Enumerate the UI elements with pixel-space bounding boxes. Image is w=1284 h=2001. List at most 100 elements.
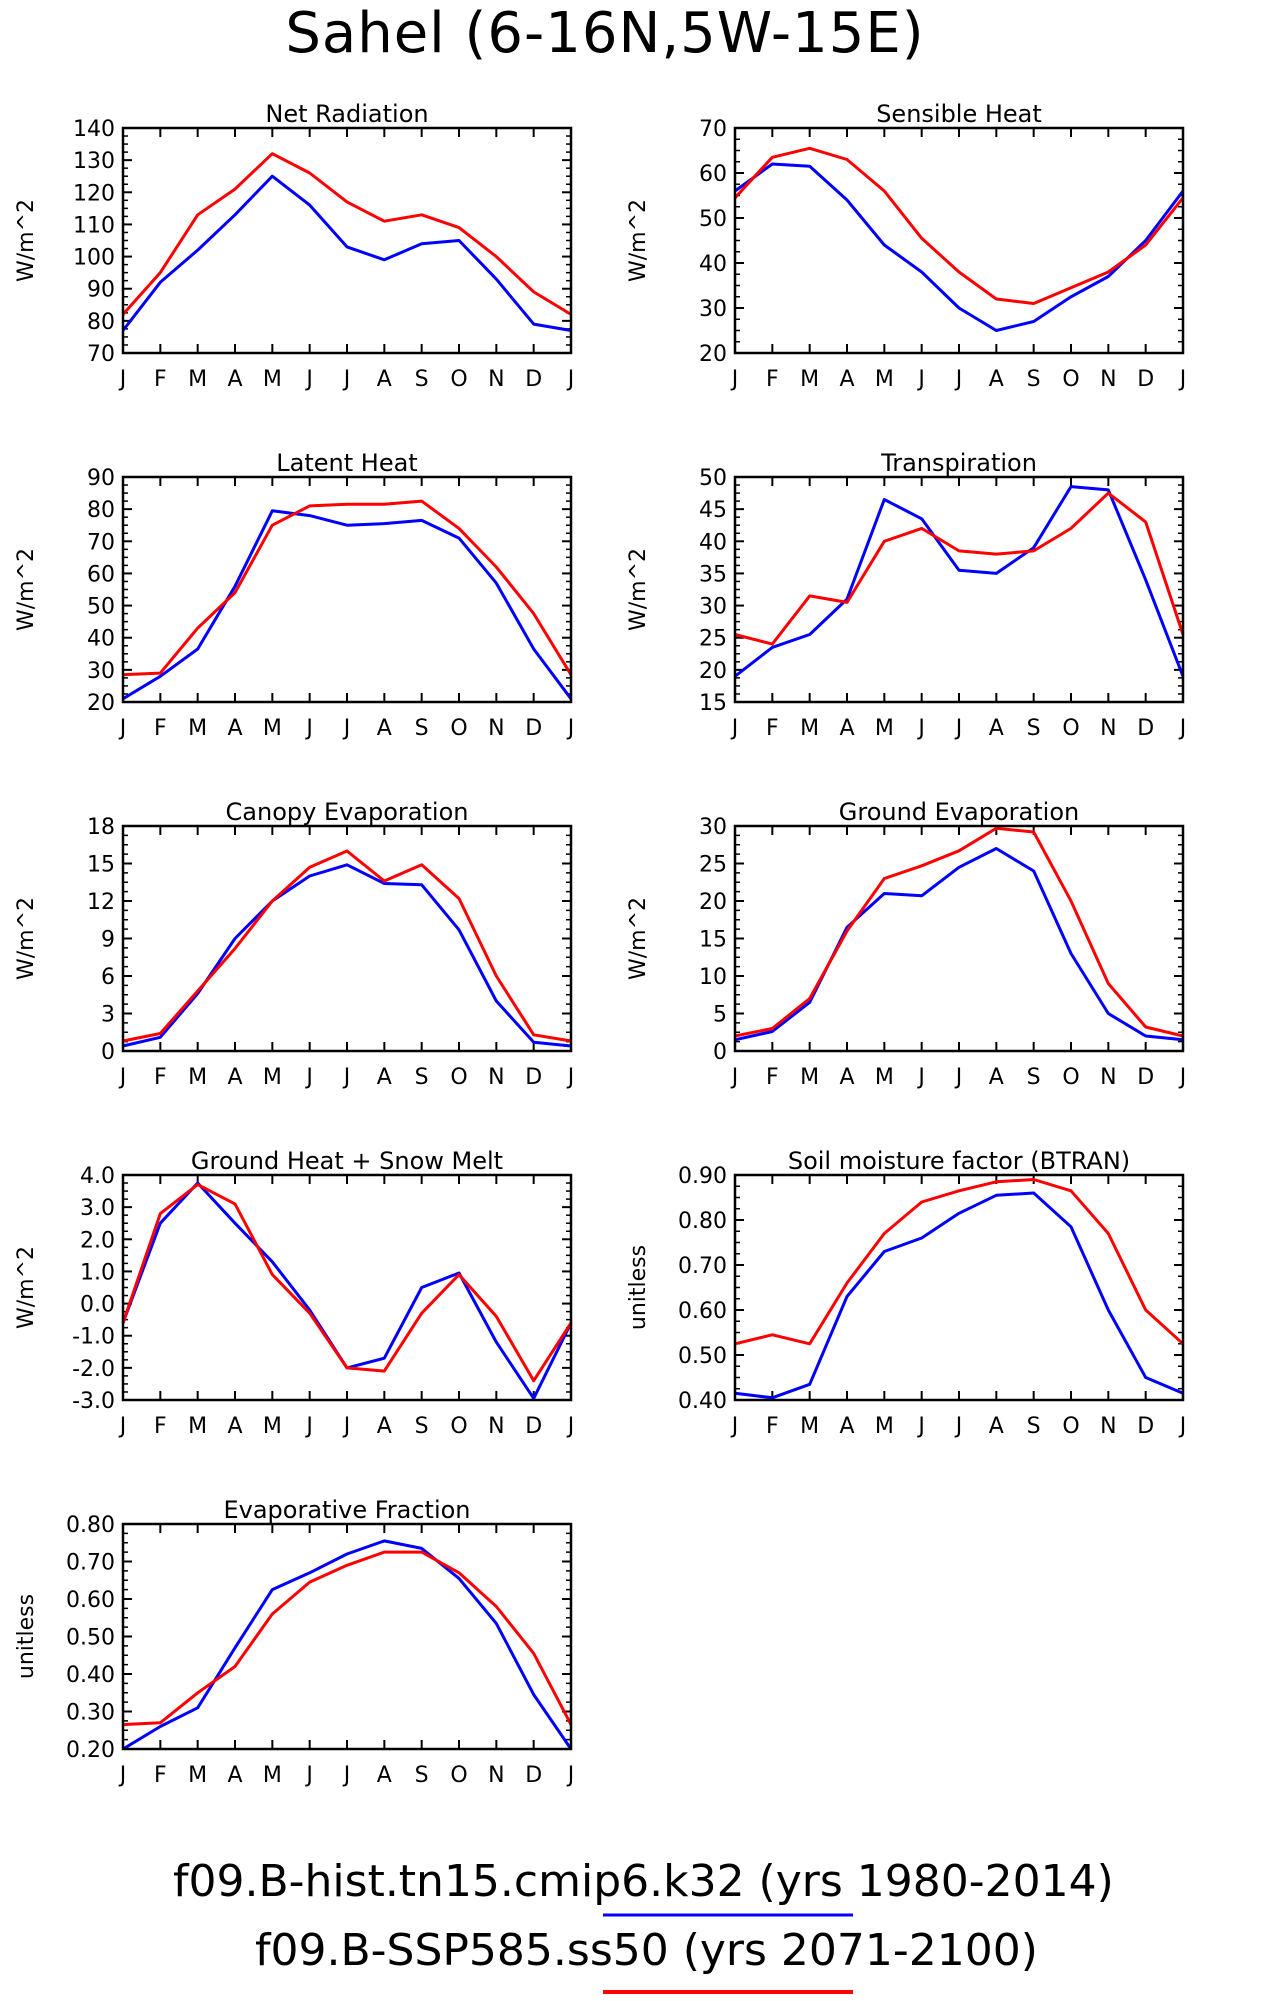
x-tick-label: J <box>1178 716 1187 741</box>
x-tick-label: A <box>227 716 242 741</box>
x-tick-label: M <box>188 1065 207 1090</box>
y-tick-label: 80 <box>87 310 115 335</box>
plot-frame <box>733 126 1185 355</box>
x-tick-label: S <box>415 1763 429 1788</box>
x-tick-label: A <box>839 716 854 741</box>
y-tick-label: 15 <box>699 928 727 953</box>
series-line-ssp <box>734 1178 1185 1346</box>
panel-title: Soil moisture factor (BTRAN) <box>788 1147 1130 1175</box>
x-tick-label: J <box>342 1763 351 1788</box>
x-tick-label: M <box>800 367 819 392</box>
series-line-hist <box>122 1539 573 1751</box>
x-tick-label: D <box>525 1414 542 1439</box>
x-tick-label: N <box>1100 1414 1116 1439</box>
y-tick-label: 6 <box>101 965 115 990</box>
y-tick-label: 0.90 <box>678 1164 727 1189</box>
y-tick-label: 10 <box>699 965 727 990</box>
y-tick-label: 25 <box>699 627 727 652</box>
x-tick-label: S <box>415 367 429 392</box>
chart-panel: Ground Heat + Snow Melt -3.0 -2.0 -1.0 0.0 1.… <box>14 1147 574 1439</box>
y-tick-label: 40 <box>87 627 115 652</box>
y-tick-label: 0.40 <box>678 1389 727 1414</box>
x-tick-label: A <box>839 367 854 392</box>
x-tick-label: J <box>118 1763 127 1788</box>
x-tick-label: D <box>1137 1065 1154 1090</box>
x-tick-label: J <box>304 1763 313 1788</box>
plot-frame <box>733 824 1185 1053</box>
x-tick-label: A <box>989 716 1004 741</box>
y-tick-label: 30 <box>699 815 727 840</box>
x-tick-label: M <box>875 1065 894 1090</box>
y-tick-label: 45 <box>699 498 727 523</box>
x-tick-label: M <box>875 367 894 392</box>
x-tick-label: D <box>525 716 542 741</box>
chart-panel: Evaporative Fraction 0.20 0.30 0.40 0.50 0.60… <box>14 1496 574 1788</box>
y-tick-label: 0.50 <box>66 1626 115 1651</box>
x-tick-label: J <box>916 367 925 392</box>
x-tick-label: M <box>800 716 819 741</box>
x-tick-label: J <box>566 1763 575 1788</box>
x-tick-label: N <box>488 716 504 741</box>
x-tick-label: A <box>377 716 392 741</box>
x-tick-label: J <box>1178 1065 1187 1090</box>
x-tick-label: F <box>766 716 779 741</box>
x-tick-label: D <box>525 367 542 392</box>
y-axis-label: W/m^2 <box>626 548 651 631</box>
series-line-ssp <box>734 491 1185 646</box>
y-tick-label: 20 <box>87 691 115 716</box>
series-line-hist <box>122 863 572 1048</box>
y-tick-label: 20 <box>699 659 727 684</box>
y-tick-label: 18 <box>87 815 115 840</box>
series-line-hist <box>121 174 572 332</box>
panel-title: Net Radiation <box>265 100 428 128</box>
x-tick-label: O <box>450 367 467 392</box>
x-tick-label: J <box>342 1414 351 1439</box>
x-tick-label: F <box>154 716 167 741</box>
x-tick-label: O <box>450 1763 467 1788</box>
series-line-ssp <box>734 826 1184 1038</box>
x-tick-label: M <box>188 367 207 392</box>
y-tick-label: -2.0 <box>72 1357 115 1382</box>
x-tick-label: D <box>525 1763 542 1788</box>
x-tick-label: M <box>263 1414 282 1439</box>
plot-frame <box>733 1173 1185 1402</box>
x-tick-label: M <box>875 716 894 741</box>
y-tick-label: 1.0 <box>80 1260 115 1285</box>
y-tick-label: 110 <box>73 213 115 238</box>
x-tick-label: N <box>1100 1065 1116 1090</box>
y-axis-label: W/m^2 <box>14 1246 39 1329</box>
y-tick-label: 100 <box>73 246 115 271</box>
x-tick-label: F <box>154 1414 167 1439</box>
x-tick-label: M <box>800 1414 819 1439</box>
x-tick-label: S <box>1027 367 1041 392</box>
y-tick-label: 15 <box>699 691 727 716</box>
x-tick-label: O <box>1062 1065 1079 1090</box>
y-tick-label: 15 <box>87 853 115 878</box>
panel-title: Transpiration <box>880 449 1037 477</box>
x-tick-label: N <box>488 1414 504 1439</box>
plot-frame <box>121 475 573 704</box>
series-line-ssp <box>122 499 573 677</box>
x-tick-label: J <box>118 1065 127 1090</box>
x-tick-label: F <box>154 1065 167 1090</box>
x-tick-label: J <box>118 716 127 741</box>
x-tick-label: N <box>488 367 504 392</box>
y-tick-label: 5 <box>713 1003 727 1028</box>
y-tick-label: 50 <box>87 595 115 620</box>
y-tick-label: 25 <box>699 853 727 878</box>
series-line-ssp <box>121 1183 573 1383</box>
x-tick-label: N <box>488 1763 504 1788</box>
x-tick-label: A <box>227 367 242 392</box>
x-tick-label: A <box>839 1414 854 1439</box>
x-tick-label: N <box>1100 367 1116 392</box>
x-tick-label: M <box>263 1065 282 1090</box>
x-tick-label: M <box>188 716 207 741</box>
x-tick-label: J <box>954 716 963 741</box>
y-tick-label: 3.0 <box>80 1196 115 1221</box>
x-tick-label: D <box>1137 367 1154 392</box>
y-tick-label: 30 <box>699 297 727 322</box>
x-tick-label: N <box>1100 716 1116 741</box>
x-tick-label: O <box>450 1414 467 1439</box>
plot-frame <box>121 824 573 1053</box>
